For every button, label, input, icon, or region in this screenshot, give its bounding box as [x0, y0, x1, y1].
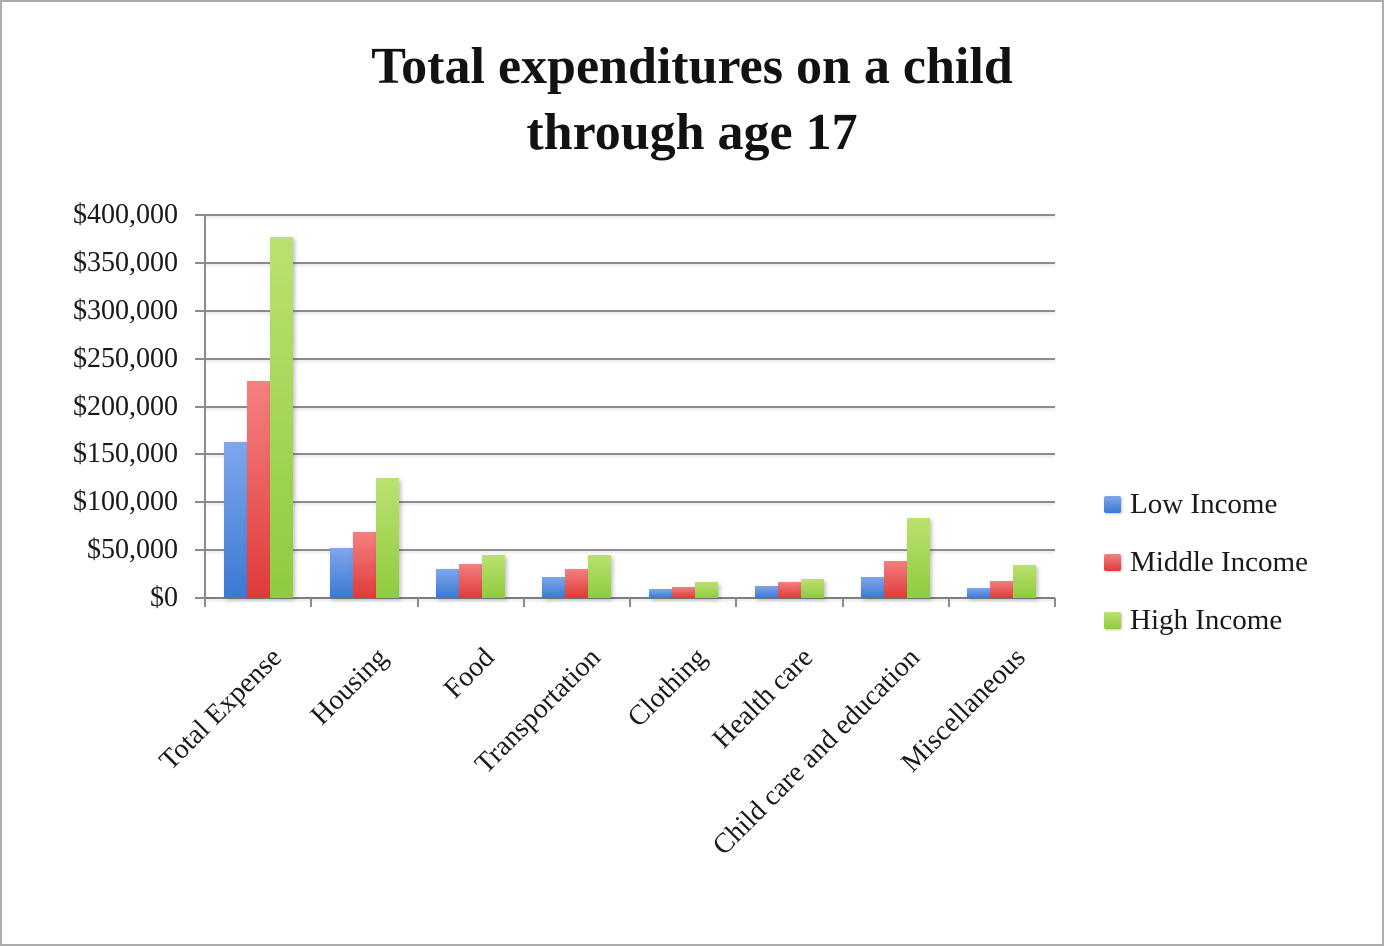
y-axis-tick — [195, 549, 205, 551]
chart-title-line-2: through age 17 — [526, 104, 858, 161]
x-label-food: Food — [437, 642, 501, 705]
y-axis-tick — [195, 310, 205, 312]
x-label-total-expense: Total Expense — [153, 642, 289, 777]
y-tick-label: $400,000 — [73, 199, 178, 230]
bar-middle-income-food — [459, 564, 482, 598]
bar-high-income-total-expense — [270, 237, 293, 598]
bar-low-income-transportation — [542, 577, 565, 598]
category-tick — [310, 598, 312, 607]
chart-title-line-1: Total expenditures on a child — [371, 38, 1013, 95]
y-axis-tick — [195, 597, 205, 599]
bar-low-income-housing — [330, 548, 353, 598]
gridline — [205, 453, 1055, 455]
bar-high-income-food — [482, 555, 505, 598]
y-tick-label: $350,000 — [73, 247, 178, 278]
category-tick — [629, 598, 631, 607]
y-tick-label: $0 — [150, 582, 178, 613]
bar-middle-income-clothing — [672, 587, 695, 598]
bar-high-income-housing — [376, 478, 399, 598]
gridline — [205, 406, 1055, 408]
bar-low-income-miscellaneous — [967, 588, 990, 598]
category-tick — [523, 598, 525, 607]
category-tick — [948, 598, 950, 607]
legend-item-low-income: Low Income — [1104, 486, 1277, 522]
bar-middle-income-child-care-and-education — [884, 561, 907, 598]
legend-label-low-income: Low Income — [1130, 487, 1278, 520]
legend-label-high-income: High Income — [1130, 603, 1283, 636]
bar-middle-income-total-expense — [247, 381, 270, 598]
legend-label-middle-income: Middle Income — [1130, 545, 1308, 578]
bar-low-income-child-care-and-education — [861, 577, 884, 598]
bar-low-income-clothing — [649, 589, 672, 598]
legend-swatch-low-income — [1104, 495, 1121, 513]
gridline — [205, 214, 1055, 216]
category-tick — [417, 598, 419, 607]
category-tick — [735, 598, 737, 607]
y-axis-tick — [195, 214, 205, 216]
gridline — [205, 310, 1055, 312]
y-tick-label: $50,000 — [87, 534, 178, 565]
bar-middle-income-miscellaneous — [990, 581, 1013, 598]
gridline — [205, 358, 1055, 360]
legend-swatch-high-income — [1104, 611, 1121, 629]
y-axis-tick — [195, 358, 205, 360]
legend-item-high-income: High Income — [1104, 602, 1282, 638]
x-label-clothing: Clothing — [621, 642, 714, 734]
bar-low-income-health-care — [755, 586, 778, 598]
bar-high-income-miscellaneous — [1013, 565, 1036, 598]
chart-title: Total expenditures on a child through ag… — [0, 34, 1384, 166]
category-tick — [1054, 598, 1056, 607]
y-axis-tick — [195, 501, 205, 503]
y-axis-tick — [195, 453, 205, 455]
bar-high-income-child-care-and-education — [907, 518, 930, 598]
category-tick — [204, 598, 206, 607]
legend-swatch-middle-income — [1104, 553, 1121, 571]
y-tick-label: $200,000 — [73, 391, 178, 422]
bar-middle-income-transportation — [565, 569, 588, 598]
gridline — [205, 549, 1055, 551]
bar-high-income-transportation — [588, 555, 611, 598]
bar-low-income-food — [436, 569, 459, 598]
y-axis-tick — [195, 262, 205, 264]
x-label-health-care: Health care — [706, 642, 820, 755]
x-label-housing: Housing — [305, 642, 395, 732]
bar-high-income-clothing — [695, 582, 718, 598]
gridline — [205, 262, 1055, 264]
legend-item-middle-income: Middle Income — [1104, 544, 1308, 580]
bar-middle-income-health-care — [778, 582, 801, 598]
bar-low-income-total-expense — [224, 442, 247, 598]
y-axis-tick — [195, 406, 205, 408]
y-tick-label: $100,000 — [73, 486, 178, 517]
gridline — [205, 501, 1055, 503]
y-tick-label: $150,000 — [73, 438, 178, 469]
category-tick — [842, 598, 844, 607]
y-tick-label: $300,000 — [73, 295, 178, 326]
x-label-child-care-and-education: Child care and education — [706, 642, 926, 862]
bar-middle-income-housing — [353, 532, 376, 598]
y-tick-label: $250,000 — [73, 343, 178, 374]
bar-high-income-health-care — [801, 579, 824, 598]
y-axis-line — [204, 214, 206, 599]
